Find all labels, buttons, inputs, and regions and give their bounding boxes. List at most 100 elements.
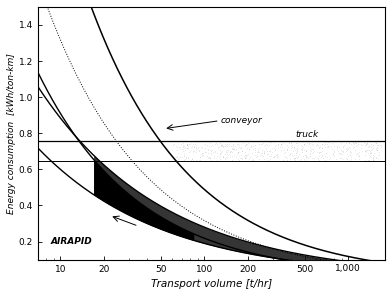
Point [227, 149, 233, 154]
Point [183, 155, 189, 160]
Point [200, 153, 207, 157]
Point [227, 140, 233, 144]
Point [179, 155, 185, 160]
Point [174, 151, 181, 155]
Point [305, 142, 312, 147]
Point [259, 152, 265, 157]
Point [271, 154, 278, 159]
Point [346, 145, 352, 150]
Point [236, 144, 242, 149]
Point [215, 144, 221, 149]
Point [370, 157, 376, 162]
Point [183, 143, 190, 148]
Point [301, 156, 307, 161]
Point [375, 143, 381, 147]
Point [228, 144, 234, 149]
Point [206, 155, 212, 159]
Point [197, 155, 203, 160]
Point [370, 155, 376, 160]
Point [378, 144, 384, 149]
Point [281, 149, 288, 154]
Point [353, 152, 359, 156]
Point [294, 146, 300, 151]
Point [172, 155, 178, 160]
Point [280, 159, 287, 163]
Point [282, 154, 288, 159]
Point [305, 155, 311, 160]
Point [326, 157, 332, 162]
Point [322, 139, 328, 144]
Point [180, 154, 187, 158]
Point [200, 151, 206, 156]
Point [291, 144, 298, 149]
Point [286, 152, 292, 157]
Point [229, 158, 235, 163]
Point [294, 155, 300, 160]
Point [243, 143, 249, 147]
Point [255, 149, 261, 154]
Point [315, 156, 321, 161]
Point [354, 150, 360, 155]
Point [279, 140, 286, 145]
Point [184, 143, 190, 148]
Point [177, 145, 183, 150]
Point [369, 158, 376, 163]
Point [221, 152, 228, 157]
Point [297, 159, 303, 163]
Point [205, 156, 211, 160]
Point [319, 142, 325, 147]
Point [359, 148, 365, 153]
Point [339, 151, 345, 156]
Point [323, 150, 329, 155]
Point [307, 147, 313, 152]
Point [281, 151, 287, 155]
Point [192, 139, 198, 144]
Point [320, 156, 327, 160]
Point [229, 146, 235, 151]
Point [192, 150, 199, 155]
Point [365, 148, 371, 153]
Point [185, 156, 191, 160]
Point [376, 149, 382, 154]
Point [272, 153, 278, 158]
Point [189, 139, 195, 144]
Point [207, 155, 213, 160]
Point [348, 141, 354, 146]
Point [352, 139, 358, 144]
Point [189, 157, 196, 162]
Point [173, 148, 180, 153]
Point [293, 150, 299, 155]
Point [289, 139, 295, 144]
Point [240, 141, 247, 146]
Point [222, 155, 229, 160]
Point [323, 140, 329, 144]
Point [180, 149, 186, 154]
Point [310, 146, 316, 151]
Point [365, 144, 371, 149]
Point [367, 143, 373, 148]
Point [258, 153, 264, 157]
Point [293, 154, 299, 159]
Point [239, 159, 245, 163]
Point [287, 152, 293, 157]
Point [324, 145, 330, 150]
Point [219, 148, 225, 153]
Point [348, 155, 354, 160]
Point [351, 144, 358, 149]
Point [230, 144, 236, 149]
Point [338, 151, 344, 156]
Point [358, 146, 364, 151]
Point [294, 148, 300, 153]
Point [321, 158, 328, 163]
Point [208, 150, 214, 155]
Point [278, 141, 284, 146]
Point [373, 154, 379, 159]
Point [194, 147, 200, 151]
Point [208, 152, 214, 156]
Point [365, 158, 371, 163]
Point [372, 155, 379, 160]
Point [189, 145, 195, 150]
Point [248, 159, 254, 163]
Point [191, 145, 197, 149]
Point [185, 141, 192, 146]
